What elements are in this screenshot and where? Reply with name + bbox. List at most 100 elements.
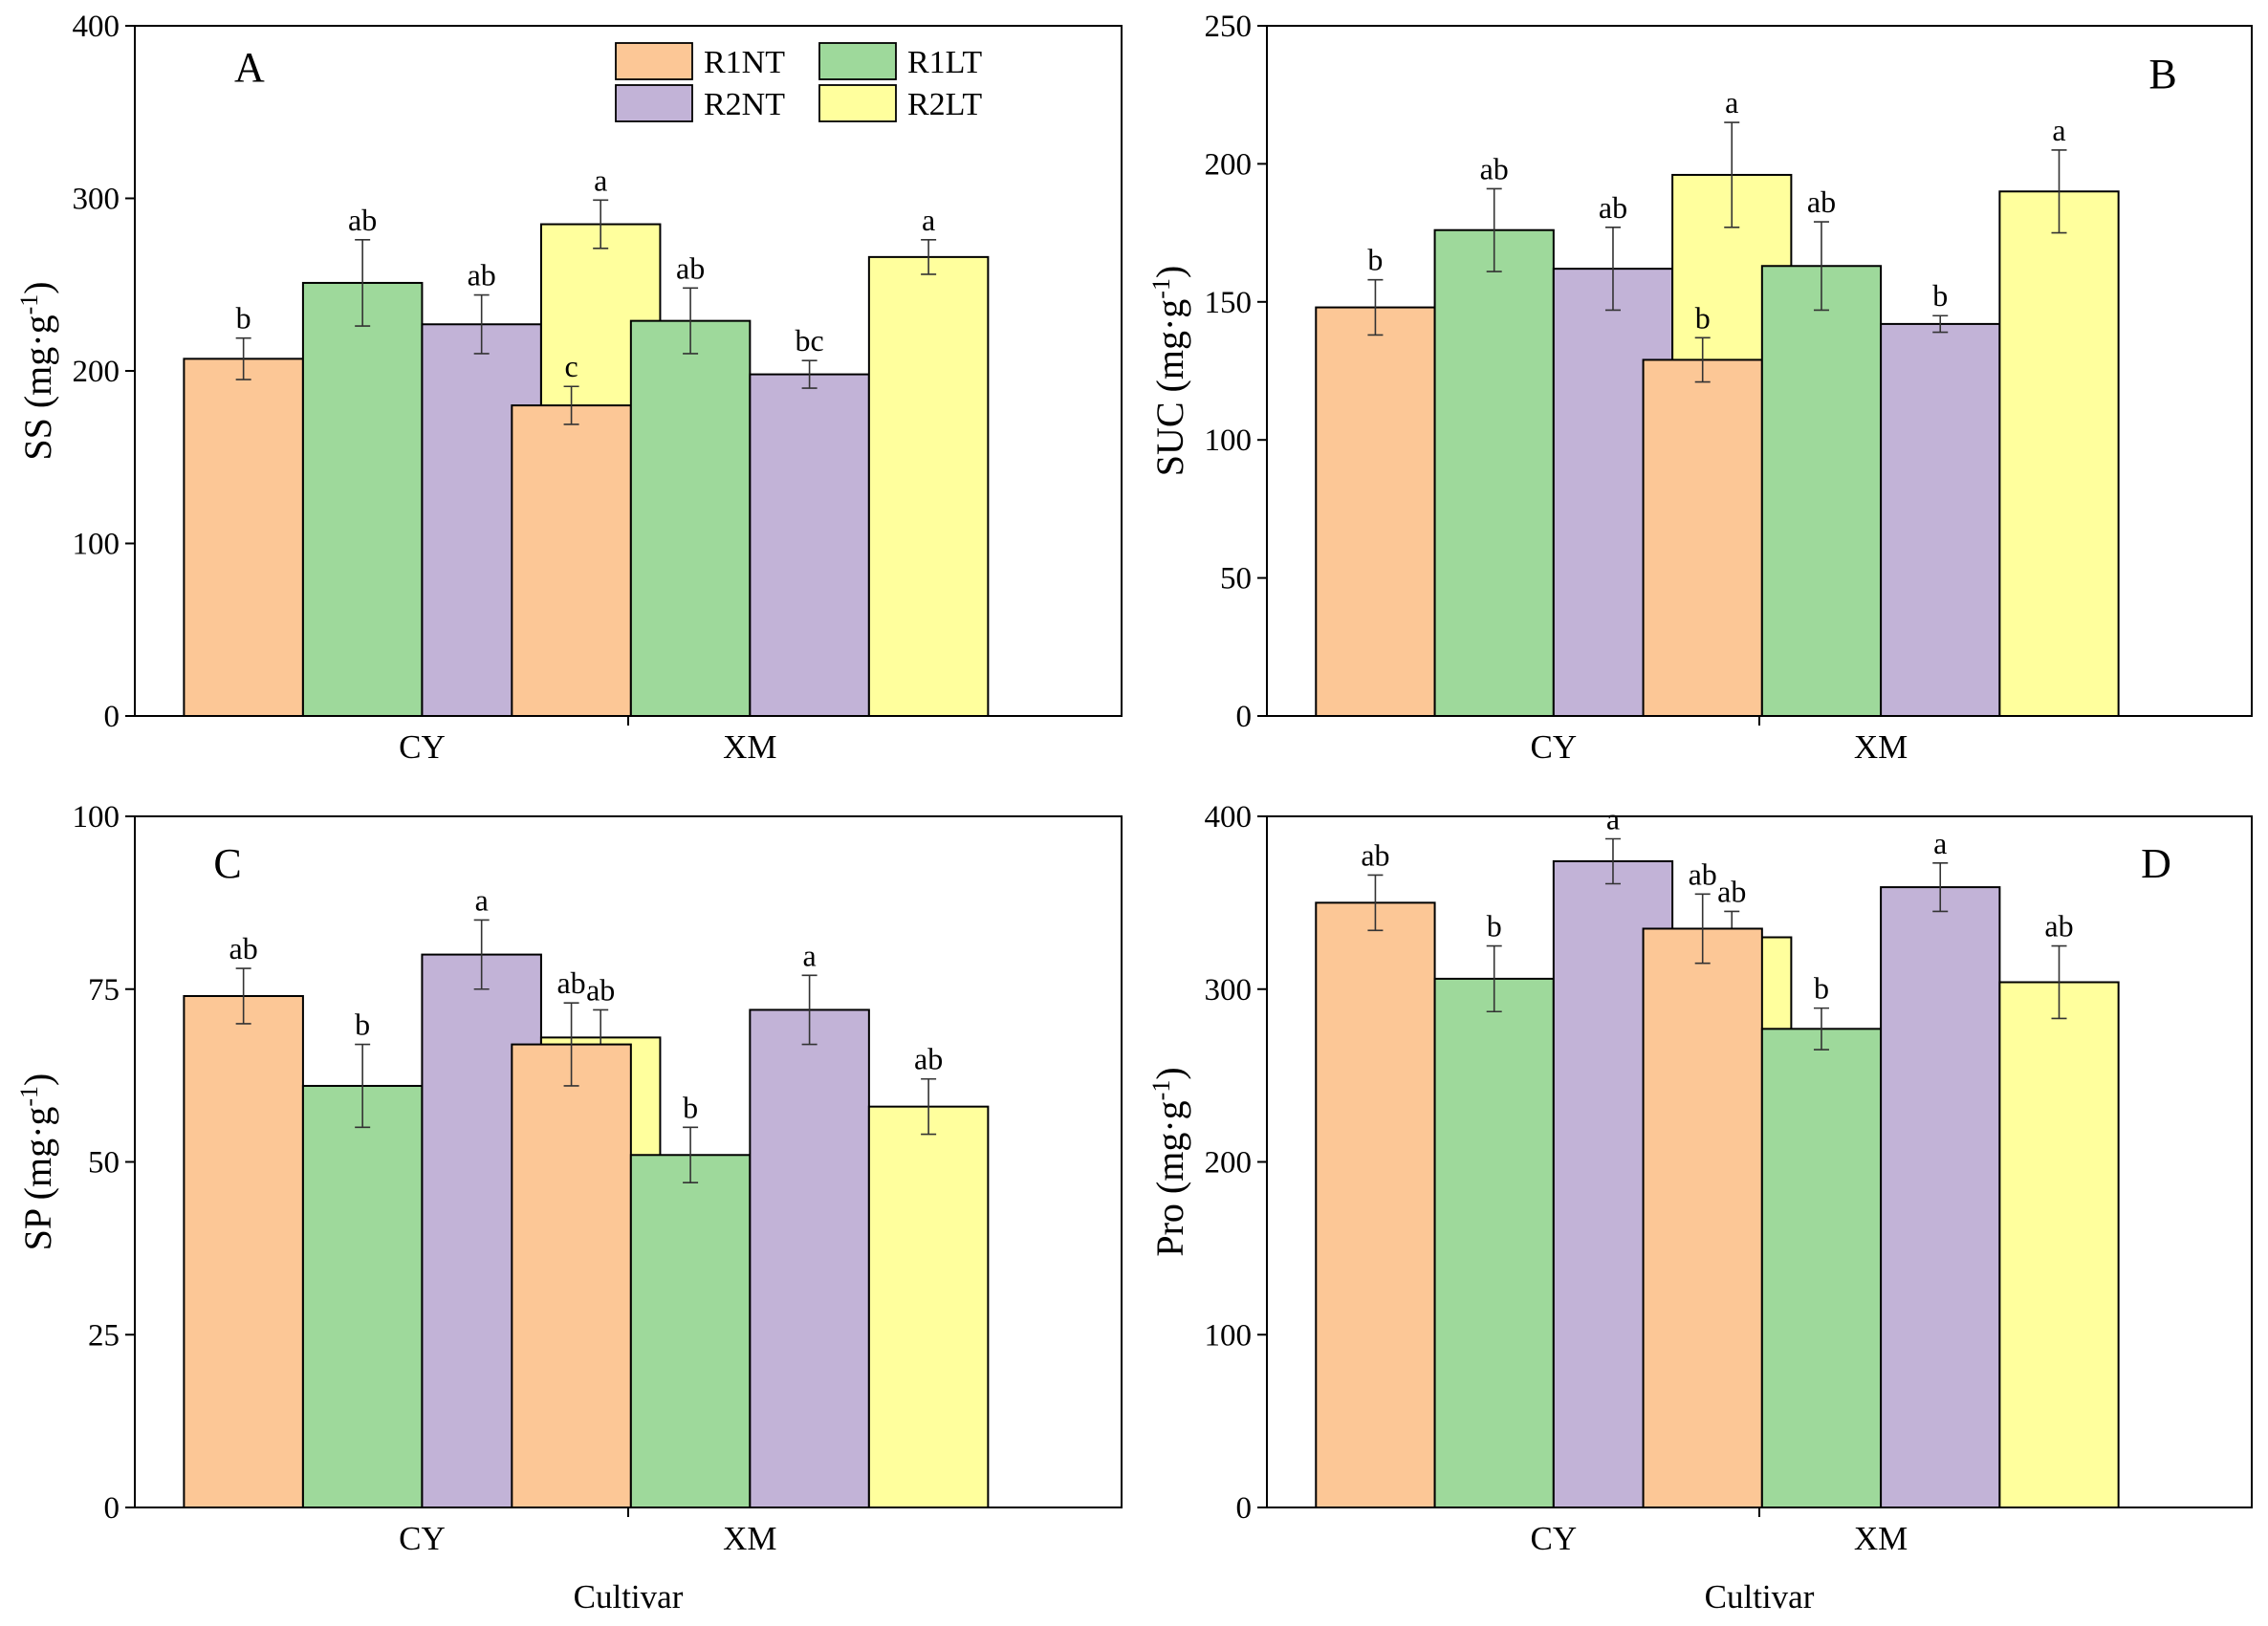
y-tick-label: 150 (1205, 286, 1253, 320)
bar-R2LT-XM (1998, 190, 2120, 717)
y-tick-label: 50 (88, 1146, 120, 1181)
significance-label: a (2052, 113, 2065, 147)
y-tick-label: 400 (73, 10, 120, 44)
bar-R1LT-CY (301, 281, 424, 717)
bar-R1NT-CY (1315, 306, 1436, 717)
bar-R1NT-XM (511, 404, 632, 717)
x-category-label: CY (399, 728, 446, 766)
y-tick-label: 0 (1236, 1491, 1253, 1526)
x-axis-title: Cultivar (1705, 1578, 1815, 1615)
significance-label: ab (468, 258, 496, 293)
y-tick-label: 100 (1205, 423, 1253, 458)
y-axis-title-sup: -1 (1147, 278, 1175, 299)
bar-R2LT-XM (867, 255, 990, 717)
legend: R1NT R1LT R2NT R2LT (615, 42, 982, 122)
significance-label: ab (348, 203, 377, 237)
significance-label: ab (229, 931, 258, 965)
significance-label: a (1725, 85, 1738, 119)
y-axis-title-base: SUC (mg·g (1148, 299, 1191, 477)
panel-letter: B (2148, 51, 2176, 98)
bar-R2LT-XM (867, 1105, 990, 1509)
x-category-label: XM (1854, 1520, 1908, 1557)
significance-label: ab (1361, 837, 1389, 872)
y-tick-label: 250 (1205, 10, 1253, 44)
legend-swatch-R2NT (615, 84, 693, 122)
y-tick-label: 0 (104, 700, 120, 734)
x-category-label: CY (1531, 728, 1578, 766)
x-axis-title: Cultivar (574, 1578, 684, 1615)
significance-label: b (1932, 278, 1948, 313)
y-tick-label: 75 (88, 973, 120, 1008)
bar-R2NT-XM (749, 1008, 870, 1508)
significance-label: a (803, 938, 817, 972)
x-category-label: CY (1531, 1520, 1578, 1557)
significance-label: a (594, 163, 607, 197)
significance-label: b (236, 301, 251, 336)
legend-swatch-R1NT (615, 42, 693, 80)
panel-A: 0 100 200 300 400 b ab ab a CY c ab bc a XM SS (mg·g-1)… (15, 10, 1123, 766)
y-tick-label: 100 (73, 800, 120, 835)
significance-label: ab (556, 965, 585, 1000)
legend-label-R2LT: R2LT (907, 87, 982, 122)
bar-R2NT-XM (1880, 322, 2001, 717)
y-axis-title-base: SP (mg·g (16, 1107, 59, 1251)
y-axis-title-base: Pro (mg·g (1148, 1100, 1191, 1256)
bar-R1LT-XM (629, 319, 752, 717)
y-axis-title: SUC (mg·g-1) (1147, 266, 1191, 477)
significance-label: bc (796, 323, 824, 358)
bar-R1LT-CY (301, 1084, 424, 1508)
significance-label: b (1814, 971, 1829, 1006)
bar-R1NT-CY (1315, 901, 1436, 1508)
bar-R1LT-XM (629, 1154, 752, 1509)
y-axis-title-end: ) (1148, 1067, 1191, 1079)
bar-R2LT-XM (1998, 981, 2120, 1508)
plot-frame (1266, 25, 2253, 717)
significance-label: b (355, 1008, 370, 1042)
y-tick-label: 25 (88, 1318, 120, 1353)
bar-R1LT-CY (1433, 977, 1555, 1508)
significance-label: c (564, 349, 578, 383)
bar-R1NT-CY (183, 358, 304, 717)
plot-frame (134, 815, 1123, 1508)
bar-R1NT-XM (1642, 358, 1763, 717)
x-category-label: XM (1854, 728, 1908, 766)
significance-label: b (683, 1090, 698, 1124)
significance-label: a (1606, 801, 1620, 835)
significance-label: ab (914, 1042, 943, 1076)
y-axis-title: SP (mg·g-1) (15, 1073, 59, 1251)
significance-label: ab (1599, 190, 1627, 225)
y-tick-label: 200 (73, 355, 120, 389)
bar-R1LT-XM (1760, 1028, 1883, 1508)
y-axis-title-end: ) (1148, 266, 1191, 278)
y-axis-title-end: ) (16, 281, 59, 293)
legend-label-R1NT: R1NT (704, 45, 785, 80)
y-axis-title-sup: -1 (15, 1086, 43, 1107)
bar-R1NT-XM (1642, 927, 1763, 1508)
significance-label: b (1367, 243, 1383, 277)
y-axis-title-base: SS (mg·g (16, 314, 59, 460)
significance-label: b (1695, 300, 1711, 335)
x-category-label: CY (399, 1520, 446, 1557)
panel-C: 0 25 50 75 100 ab b a ab CY ab b a ab XM SP (mg·g-1) C Cu… (15, 800, 1123, 1615)
y-tick-label: 100 (73, 528, 120, 562)
y-tick-label: 300 (1205, 973, 1253, 1008)
significance-label: a (1933, 826, 1947, 860)
panel-letter: D (2141, 840, 2171, 887)
x-category-label: XM (723, 1520, 776, 1557)
y-tick-label: 0 (1236, 700, 1253, 734)
panel-B: 0 50 100 150 200 250 b ab ab a CY b ab b a XM SUC (mg·g-… (1147, 10, 2253, 766)
bar-R1LT-XM (1760, 265, 1883, 717)
panel-letter: A (234, 44, 265, 91)
bar-R1LT-CY (1433, 228, 1555, 717)
significance-label: ab (1689, 856, 1717, 891)
significance-label: ab (1480, 151, 1509, 185)
bar-R2NT-XM (1880, 886, 2001, 1508)
panel-D: 0 100 200 300 400 ab b a ab CY ab b a ab XM Pro (mg·g-1… (1147, 800, 2253, 1615)
significance-label: ab (1807, 184, 1836, 219)
y-tick-label: 100 (1205, 1318, 1253, 1353)
bar-R1NT-CY (183, 994, 304, 1508)
y-axis-title-end: ) (16, 1073, 59, 1086)
panel-letter: C (213, 840, 241, 887)
